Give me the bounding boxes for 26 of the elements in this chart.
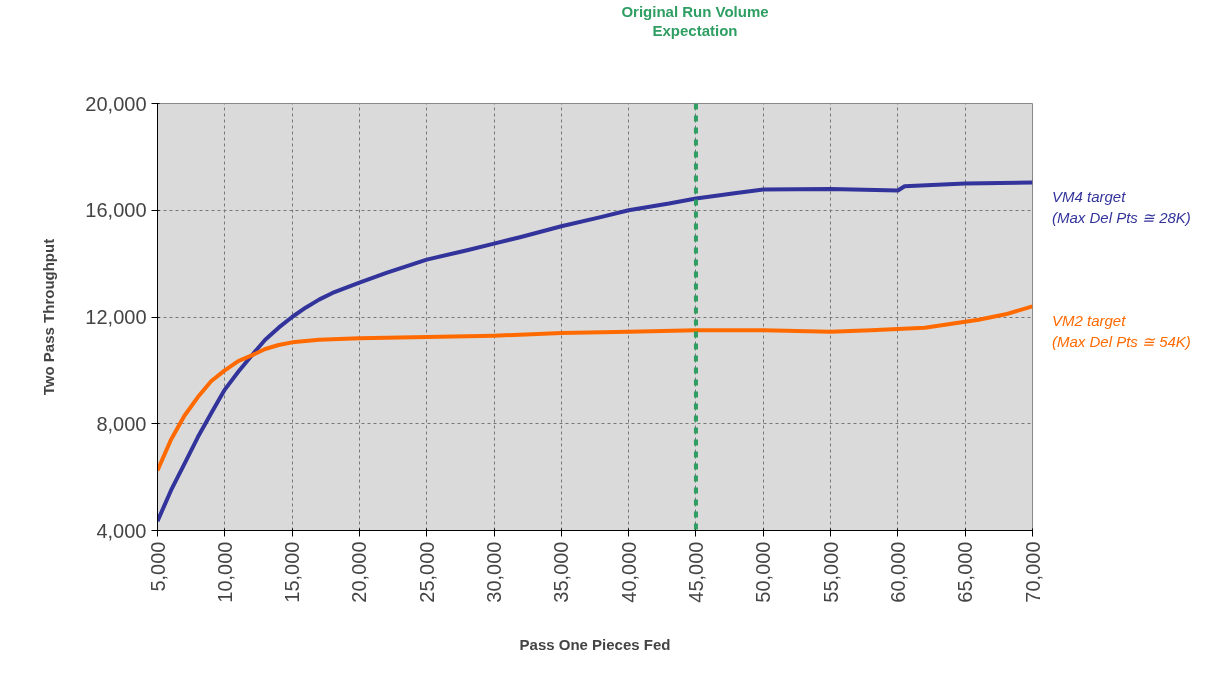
line-series bbox=[157, 304, 1033, 473]
y-tick-label: 4,000 bbox=[96, 519, 147, 542]
x-tick-label: 30,000 bbox=[483, 541, 506, 603]
x-tick-label: 70,000 bbox=[1021, 541, 1044, 603]
series-label: VM2 target (Max Del Pts ≅ 54K) bbox=[1052, 311, 1191, 352]
x-tick-label: 25,000 bbox=[415, 541, 438, 603]
ref-line-label: Original Run Volume Expectation bbox=[621, 2, 769, 40]
x-tick-label: 5,000 bbox=[146, 541, 169, 592]
x-tick-label: 60,000 bbox=[886, 541, 909, 603]
x-axis-title: Pass One Pieces Fed bbox=[519, 635, 671, 653]
x-tick-label: 65,000 bbox=[954, 541, 977, 603]
y-tick-label: 20,000 bbox=[85, 92, 147, 115]
x-tick-label: 35,000 bbox=[550, 541, 573, 603]
y-tick-label: 16,000 bbox=[85, 199, 147, 222]
x-tick-label: 45,000 bbox=[684, 541, 707, 603]
y-axis-title: Two Pass Throughput bbox=[40, 238, 58, 396]
x-tick-label: 15,000 bbox=[281, 541, 304, 603]
x-tick-label: 55,000 bbox=[819, 541, 842, 603]
x-tick-label: 20,000 bbox=[348, 541, 371, 603]
series-label: VM4 target (Max Del Pts ≅ 28K) bbox=[1052, 187, 1191, 228]
x-tick-label: 50,000 bbox=[752, 541, 775, 603]
y-tick-label: 12,000 bbox=[85, 306, 147, 328]
y-tick-label: 8,000 bbox=[96, 412, 147, 435]
x-tick-label: 40,000 bbox=[617, 541, 640, 603]
line-series bbox=[157, 180, 1033, 524]
x-tick-label: 10,000 bbox=[213, 541, 236, 603]
